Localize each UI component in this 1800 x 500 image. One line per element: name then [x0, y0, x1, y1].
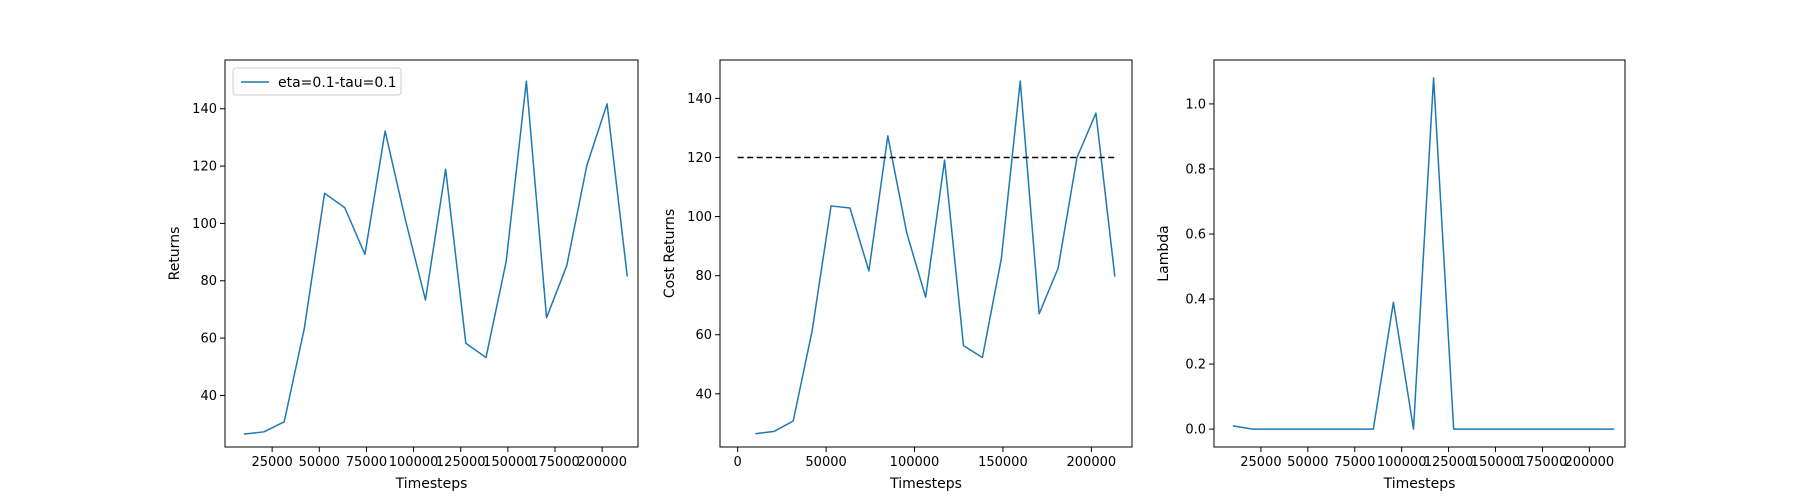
y-tick-label: 100 [192, 217, 217, 232]
x-tick-label: 50000 [805, 455, 846, 470]
x-tick-label: 150000 [1471, 455, 1521, 470]
x-tick-label: 0 [734, 455, 742, 470]
x-tick-label: 50000 [1287, 455, 1328, 470]
legend-box [232, 67, 402, 96]
y-tick-label: 100 [687, 210, 712, 225]
x-axis-label: Timesteps [395, 476, 468, 492]
x-tick-label: 100000 [1377, 455, 1427, 470]
x-tick-label: 75000 [346, 455, 387, 470]
chart-panel-2: 0 50000 100000 150000 200000 40 60 80 100 120 140 T… [662, 59, 1133, 492]
x-tick-label: 175000 [530, 455, 580, 470]
x-tick-label: 25000 [251, 455, 292, 470]
y-tick-label: 0.6 [1185, 227, 1206, 242]
x-tick-label: 25000 [1240, 455, 1281, 470]
y-tick-label: 0.4 [1185, 293, 1206, 308]
x-tick-label: 75000 [1334, 455, 1375, 470]
series-line-1 [755, 80, 1116, 435]
x-tick-label: 200000 [577, 455, 627, 470]
axes-frame [719, 59, 1133, 448]
x-tick-label: 50000 [299, 455, 340, 470]
x-axis-label: Timesteps [889, 476, 962, 492]
axes-frame [224, 59, 639, 448]
y-axis-label: Cost Returns [662, 209, 678, 298]
y-tick-label: 140 [192, 102, 217, 117]
y-tick-label: 120 [192, 160, 217, 175]
x-tick-label: 150000 [483, 455, 533, 470]
y-tick-label: 0.0 [1185, 423, 1206, 438]
x-tick-label: 150000 [978, 455, 1028, 470]
y-tick-label: 0.2 [1185, 358, 1206, 373]
legend: eta=0.1-tau=0.1 [232, 67, 402, 96]
x-tick-label: 125000 [436, 455, 486, 470]
y-tick-label: 80 [200, 274, 217, 289]
y-tick-label: 80 [695, 269, 712, 284]
y-tick-label: 40 [695, 387, 712, 402]
chart-panel-1: 25000 50000 75000 1000001250001500001750002… [167, 59, 639, 492]
series-line-1 [243, 80, 628, 435]
y-tick-label: 60 [695, 328, 712, 343]
y-tick-label: 60 [200, 332, 217, 347]
y-tick-label: 120 [687, 151, 712, 166]
series-line-1 [1232, 77, 1615, 430]
x-axis-label: Timesteps [1383, 476, 1456, 492]
y-tick-label: 0.8 [1185, 162, 1206, 177]
axes-frame [1213, 59, 1626, 448]
y-tick-label: 140 [687, 92, 712, 107]
legend-label: eta=0.1-tau=0.1 [278, 75, 397, 91]
y-tick-label: 40 [200, 389, 217, 404]
y-axis-label: Lambda [1156, 225, 1172, 281]
y-axis-label: Returns [167, 227, 183, 281]
y-tick-label: 1.0 [1185, 97, 1206, 112]
x-tick-label: 200000 [1565, 455, 1615, 470]
x-tick-label: 125000 [1424, 455, 1474, 470]
x-tick-label: 100000 [890, 455, 940, 470]
x-tick-label: 175000 [1518, 455, 1568, 470]
chart-panel-3: 25000 50000 75000 1000001250001500001750002… [1156, 59, 1626, 492]
x-tick-label: 200000 [1067, 455, 1117, 470]
x-tick-label: 100000 [389, 455, 439, 470]
